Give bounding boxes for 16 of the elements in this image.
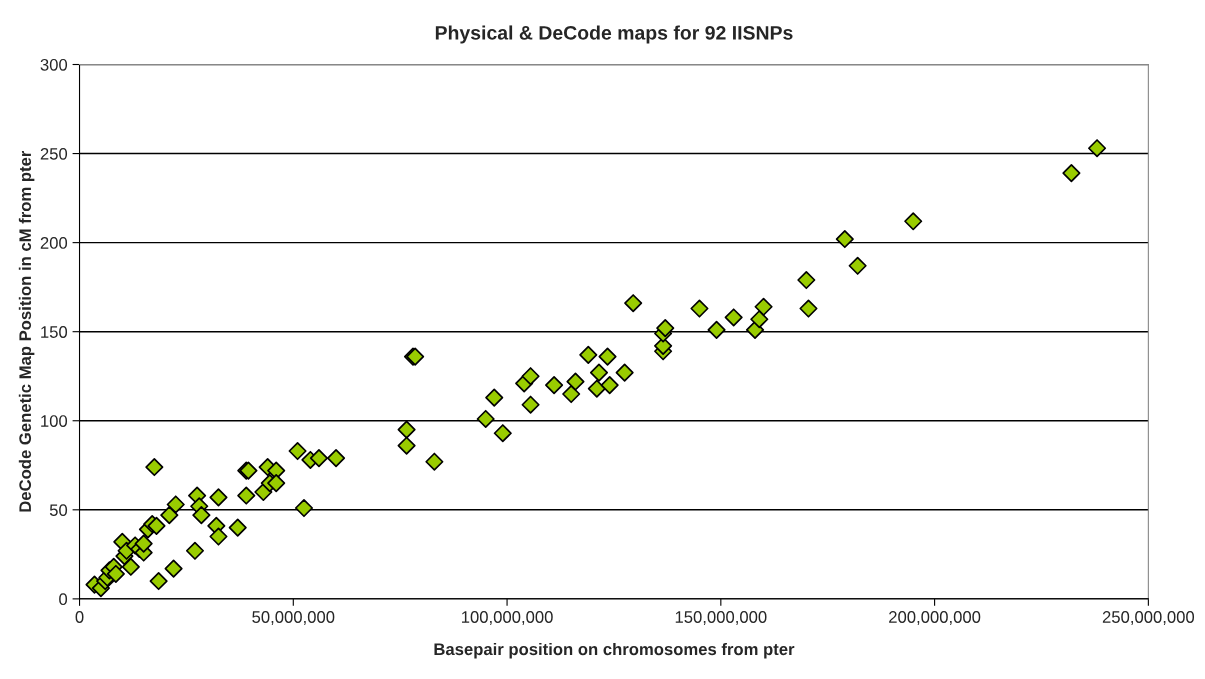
x-axis-title: Basepair position on chromosomes from pter [434,642,795,659]
y-tick-label: 250 [40,147,68,160]
y-tick-label: 150 [41,326,68,338]
x-tick-label: 150,000,000 [675,611,767,625]
x-tick-label: 100,000,000 [462,611,553,625]
y-axis-title: DeCode Genetic Map Position in cM from pter [18,150,35,512]
y-tick-label: 200 [40,237,68,249]
chart-title: Physical & DeCode maps for 92 IISNPs [435,25,793,44]
x-tick-label: 200,000,000 [889,611,981,625]
x-tick-label: 0 [75,611,84,623]
y-tick-label: 300 [40,58,68,71]
x-tick-label: 50,000,000 [252,611,335,625]
y-tick-label: 100 [41,415,68,427]
y-tick-label: 0 [59,593,68,606]
y-tick-label: 50 [49,504,68,517]
x-tick-label: 250,000,000 [1102,611,1195,625]
